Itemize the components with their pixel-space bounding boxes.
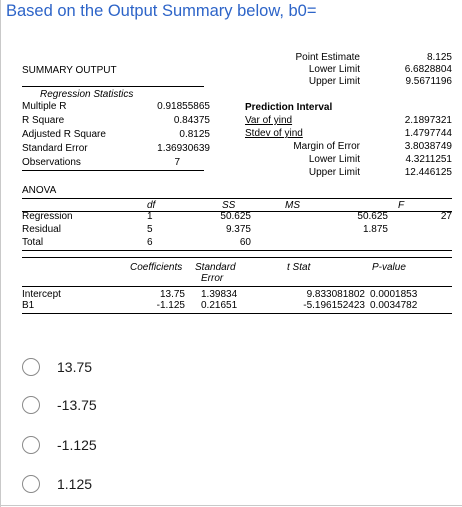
anova-row-label: Residual	[22, 224, 61, 235]
coef-row-label: Intercept	[22, 289, 61, 300]
coef-row-se: 0.21651	[201, 300, 238, 311]
reg-stat-label: Adjusted R Square	[22, 129, 106, 140]
frame-bottom-border	[0, 505, 462, 506]
reg-stats-top-rule	[22, 86, 204, 87]
reg-stat-label: R Square	[22, 115, 65, 126]
coef-row-tstat: 9.833081802	[306, 289, 365, 300]
reg-stat-value: 1.36930639	[157, 143, 210, 154]
coef-header-coefficients: Coefficients	[130, 262, 183, 273]
answer-option[interactable]: 13.75	[22, 355, 92, 379]
coef-row-pvalue: 0.0001853	[370, 289, 418, 300]
coef-row-coef: 13.75	[159, 289, 185, 300]
point-estimate-label: Point Estimate	[295, 52, 360, 63]
anova-header-ms: MS	[285, 200, 300, 211]
anova-row-df: 6	[147, 237, 153, 248]
coef-header-stderr-1: Standard	[195, 262, 236, 273]
anova-row-ms: 50.625	[357, 211, 388, 222]
reg-stat-value: 0.8125	[179, 129, 210, 140]
reg-stats-title: Regression Statistics	[40, 89, 134, 100]
coef-header-stderr-2: Error	[201, 273, 224, 284]
answer-option-label: -13.75	[57, 397, 97, 413]
reg-stat-value: 0.91855865	[157, 101, 210, 112]
pi-lower-value: 4.3211251	[405, 154, 452, 165]
pi-upper-value: 12.446125	[404, 167, 452, 178]
anova-title: ANOVA	[22, 185, 57, 196]
lower-limit-value: 6.6828804	[404, 64, 452, 75]
anova-row-ms: 1.875	[362, 224, 388, 235]
upper-limit-value: 9.5671196	[405, 76, 452, 87]
radio-button-icon[interactable]	[22, 358, 40, 376]
anova-row-label: Total	[22, 237, 44, 248]
anova-row-ss: 9.375	[225, 224, 251, 235]
reg-stat-value: 0.84375	[173, 115, 210, 126]
pi-lower-label: Lower Limit	[308, 154, 360, 165]
radio-button-icon[interactable]	[22, 475, 40, 493]
prediction-interval-title: Prediction Interval	[245, 102, 333, 113]
summary-output-image: Point Estimate 8.125 Lower Limit 6.68288…	[22, 52, 452, 314]
anova-row-df: 5	[147, 224, 153, 235]
pi-upper-label: Upper Limit	[308, 167, 360, 178]
anova-header-f: F	[398, 200, 405, 211]
answer-option[interactable]: -13.75	[22, 393, 97, 417]
reg-stat-label: Standard Error	[22, 143, 88, 154]
stdev-value: 1.4797744	[404, 128, 452, 139]
answer-option-label: -1.125	[57, 437, 97, 453]
var-label: Var of yind	[245, 115, 293, 126]
coef-row-coef: -1.125	[156, 300, 185, 311]
anova-row-f: 27	[440, 211, 452, 222]
coef-header-pvalue: P-value	[372, 262, 406, 273]
margin-value: 3.8038749	[404, 141, 452, 152]
answer-option[interactable]: 1.125	[22, 472, 92, 496]
anova-bottom-rule	[22, 250, 452, 251]
anova-row-ss: 50.625	[220, 211, 251, 222]
reg-stats-bottom-rule	[22, 170, 204, 171]
coef-top-rule	[22, 257, 452, 258]
coef-header-rule	[22, 286, 452, 287]
radio-button-icon[interactable]	[22, 436, 40, 454]
coef-row-se: 1.39834	[201, 289, 238, 300]
summary-title: SUMMARY OUTPUT	[22, 65, 117, 76]
anova-row-ss: 60	[239, 237, 251, 248]
coef-header-tstat: t Stat	[287, 262, 311, 273]
radio-button-icon[interactable]	[22, 396, 40, 414]
reg-stat-label: Multiple R	[22, 101, 67, 112]
anova-top-rule	[22, 198, 452, 199]
answer-option[interactable]: -1.125	[22, 433, 97, 457]
anova-row-df: 1	[147, 211, 153, 222]
var-value: 2.1897321	[404, 115, 452, 126]
anova-header-ss: SS	[222, 200, 236, 211]
frame-left-border	[0, 0, 1, 507]
anova-header-df: df	[147, 200, 156, 211]
point-estimate-value: 8.125	[426, 52, 452, 63]
coef-bottom-rule	[22, 313, 452, 314]
margin-label: Margin of Error	[293, 141, 360, 152]
coef-row-label: B1	[22, 300, 35, 311]
answer-option-label: 1.125	[57, 476, 93, 492]
question-text: Based on the Output Summary below, b0=	[6, 2, 317, 20]
anova-row-label: Regression	[22, 211, 73, 222]
stdev-label: Stdev of yind	[245, 128, 303, 139]
coef-row-pvalue: 0.0034782	[370, 300, 418, 311]
answer-option-label: 13.75	[57, 359, 93, 375]
reg-stat-value: 7	[174, 157, 180, 168]
reg-stat-label: Observations	[22, 157, 81, 168]
lower-limit-label: Lower Limit	[308, 64, 360, 75]
anova-header-rule	[22, 211, 452, 212]
upper-limit-label: Upper Limit	[308, 76, 360, 87]
coef-row-tstat: -5.196152423	[303, 300, 365, 311]
